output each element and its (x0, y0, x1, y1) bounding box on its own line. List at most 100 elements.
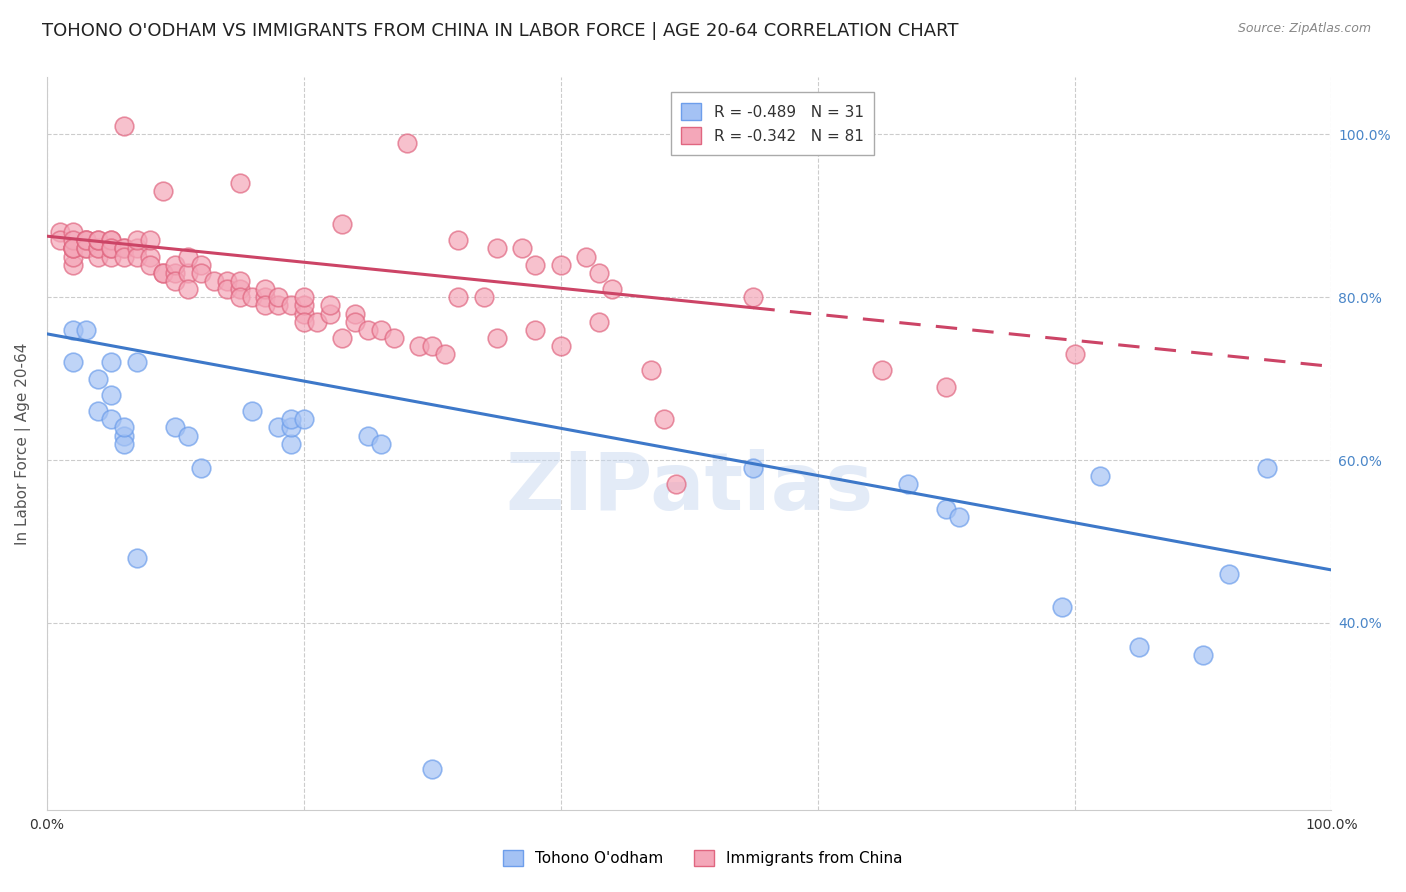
Point (152, 185, 174, 199)
Point (75, 233, 97, 247)
Point (62, 241, 84, 255)
Point (292, 412, 315, 426)
Point (344, 306, 367, 320)
Y-axis label: In Labor Force | Age 20-64: In Labor Force | Age 20-64 (15, 343, 31, 545)
Point (100, 241, 122, 255)
Point (742, 461, 765, 475)
Point (292, 298, 315, 312)
Point (332, 331, 354, 345)
Point (100, 250, 122, 264)
Point (100, 388, 122, 402)
Point (75, 233, 97, 247)
Point (1192, 648, 1215, 663)
Point (382, 331, 405, 345)
Point (588, 315, 610, 329)
Point (395, 136, 418, 150)
Point (190, 258, 212, 272)
Point (49, 225, 72, 239)
Point (408, 339, 430, 353)
Point (62, 241, 84, 255)
Point (228, 274, 250, 288)
Point (165, 266, 187, 280)
Text: Source: ZipAtlas.com: Source: ZipAtlas.com (1237, 22, 1371, 36)
Point (87, 233, 110, 247)
Point (652, 412, 675, 426)
Point (280, 420, 302, 434)
Point (190, 266, 212, 280)
Point (575, 250, 598, 264)
Point (267, 420, 290, 434)
Point (742, 290, 765, 304)
Point (112, 120, 135, 134)
Point (100, 241, 122, 255)
Point (292, 290, 315, 304)
Point (640, 363, 662, 377)
Point (215, 282, 238, 296)
Point (87, 404, 110, 418)
Point (280, 412, 302, 426)
Point (112, 250, 135, 264)
Point (177, 250, 200, 264)
Point (485, 331, 508, 345)
Point (75, 241, 97, 255)
Point (870, 363, 893, 377)
Point (87, 371, 110, 385)
Point (665, 477, 688, 491)
Point (100, 355, 122, 369)
Point (202, 274, 225, 288)
Point (254, 298, 277, 312)
Point (177, 282, 200, 296)
Point (357, 323, 380, 337)
Point (370, 436, 392, 450)
Point (125, 550, 148, 565)
Point (447, 233, 470, 247)
Point (344, 315, 367, 329)
Point (125, 355, 148, 369)
Point (1218, 566, 1240, 581)
Point (75, 241, 97, 255)
Point (62, 241, 84, 255)
Point (112, 428, 135, 442)
Point (292, 315, 315, 329)
Point (100, 233, 122, 247)
Point (524, 323, 547, 337)
Point (318, 306, 340, 320)
Point (62, 355, 84, 369)
Point (472, 290, 495, 304)
Point (600, 282, 623, 296)
Point (87, 241, 110, 255)
Point (190, 461, 212, 475)
Point (228, 176, 250, 190)
Point (1063, 347, 1085, 361)
Point (267, 298, 290, 312)
Point (152, 266, 174, 280)
Point (112, 420, 135, 434)
Point (87, 250, 110, 264)
Point (62, 225, 84, 239)
Point (242, 290, 264, 304)
Point (87, 241, 110, 255)
Point (62, 323, 84, 337)
Point (588, 266, 610, 280)
Point (152, 266, 174, 280)
Point (254, 290, 277, 304)
Point (100, 412, 122, 426)
Point (1128, 640, 1150, 655)
Point (420, 339, 443, 353)
Point (550, 339, 572, 353)
Point (447, 290, 470, 304)
Point (125, 233, 148, 247)
Legend: Tohono O'odham, Immigrants from China: Tohono O'odham, Immigrants from China (494, 840, 912, 875)
Text: TOHONO O'ODHAM VS IMMIGRANTS FROM CHINA IN LABOR FORCE | AGE 20-64 CORRELATION C: TOHONO O'ODHAM VS IMMIGRANTS FROM CHINA … (42, 22, 959, 40)
Point (62, 258, 84, 272)
Point (485, 241, 508, 255)
Point (228, 290, 250, 304)
Point (242, 404, 264, 418)
Point (254, 282, 277, 296)
Point (935, 501, 957, 516)
Point (292, 306, 315, 320)
Point (357, 428, 380, 442)
Point (125, 241, 148, 255)
Point (1050, 599, 1073, 614)
Point (125, 250, 148, 264)
